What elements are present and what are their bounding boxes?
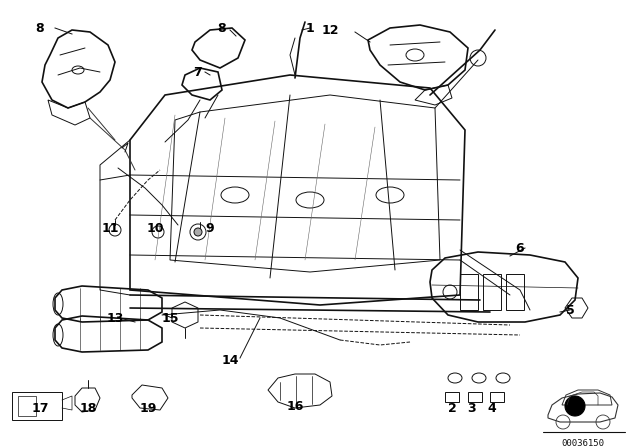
Text: 8: 8 (218, 22, 227, 34)
Text: 7: 7 (194, 65, 202, 78)
Text: 00036150: 00036150 (561, 439, 605, 448)
Text: 11: 11 (101, 221, 119, 234)
Bar (445, 392, 459, 402)
Text: 13: 13 (106, 311, 124, 324)
Text: 16: 16 (286, 400, 304, 413)
Text: 1: 1 (306, 22, 314, 34)
Bar (460, 274, 478, 310)
Text: 4: 4 (488, 401, 497, 414)
Bar (483, 274, 501, 310)
Bar (18, 396, 36, 416)
Text: 6: 6 (516, 241, 524, 254)
Text: 8: 8 (36, 22, 44, 34)
Text: 18: 18 (79, 401, 97, 414)
Bar (490, 392, 504, 402)
Text: 17: 17 (31, 401, 49, 414)
Text: 10: 10 (147, 221, 164, 234)
Circle shape (565, 396, 585, 416)
Text: 3: 3 (468, 401, 476, 414)
Bar (506, 274, 524, 310)
Text: 14: 14 (221, 353, 239, 366)
Circle shape (194, 228, 202, 236)
Bar (468, 392, 482, 402)
Text: 5: 5 (566, 303, 574, 316)
Text: 2: 2 (447, 401, 456, 414)
Text: 9: 9 (205, 221, 214, 234)
Text: 15: 15 (161, 311, 179, 324)
Bar (12, 392, 62, 420)
Text: 19: 19 (140, 401, 157, 414)
Text: 12: 12 (321, 23, 339, 36)
